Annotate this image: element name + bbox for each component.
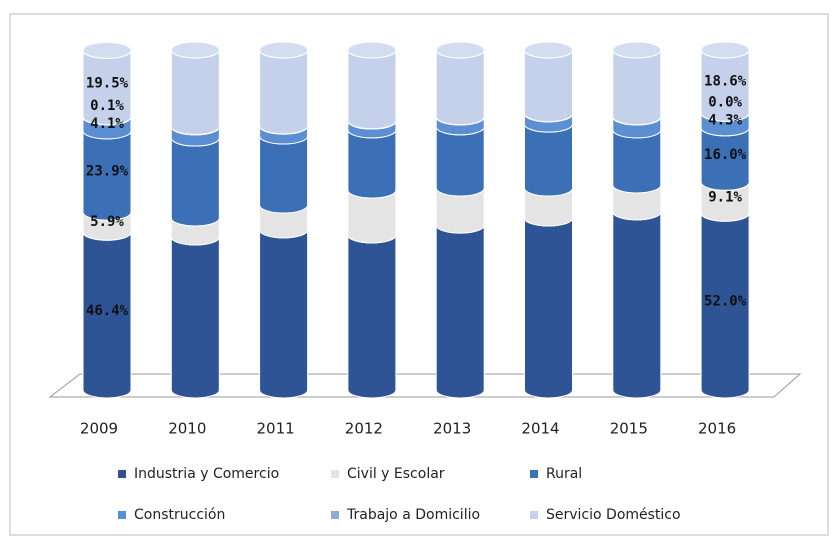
legend-label: Rural	[546, 466, 582, 482]
x-tick-label: 2015	[610, 420, 648, 438]
cylinder-segment	[259, 135, 309, 214]
cylinder-segment	[347, 129, 397, 199]
cylinder-segment	[612, 129, 662, 194]
value-label: 9.1%	[708, 190, 742, 206]
cylinder-top	[435, 41, 485, 59]
legend-swatch	[530, 511, 538, 519]
value-label: 4.3%	[708, 113, 742, 129]
cylinder-segment	[259, 229, 309, 399]
value-label: 0.1%	[90, 98, 124, 114]
cylinder-segment	[524, 49, 573, 123]
value-label: 18.6%	[704, 74, 747, 90]
cylinder-segment	[259, 49, 309, 135]
legend-label: Construcción	[134, 507, 225, 523]
legend-swatch	[118, 470, 126, 478]
cylinder-top	[259, 41, 309, 59]
legend-label: Trabajo a Domicilio	[346, 507, 480, 523]
value-label: 19.5%	[86, 75, 129, 91]
value-label: 4.1%	[90, 116, 124, 132]
cylinder-top	[700, 41, 750, 59]
cylinder-segment	[435, 49, 485, 126]
legend-swatch	[530, 470, 538, 478]
cylinder-segment	[612, 211, 662, 399]
cylinder-segment	[524, 124, 573, 197]
legend-label: Servicio Doméstico	[546, 507, 681, 523]
cylinder-segment	[524, 217, 573, 399]
x-tick-label: 2014	[521, 420, 559, 438]
cylinder-segment	[347, 234, 397, 399]
x-tick-label: 2010	[168, 420, 206, 438]
legend-label: Civil y Escolar	[347, 466, 445, 482]
cylinder-segment	[170, 137, 220, 227]
legend-swatch	[331, 511, 339, 519]
value-label: 52.0%	[704, 294, 747, 310]
legend-swatch	[118, 511, 126, 519]
cylinder-segment	[435, 225, 485, 399]
cylinder-segment	[170, 236, 220, 399]
x-tick-label: 2011	[257, 420, 295, 438]
cylinder-segment	[435, 126, 485, 197]
cylinder-segment	[170, 49, 220, 135]
x-tick-label: 2012	[345, 420, 383, 438]
x-tick-label: 2009	[80, 420, 118, 438]
chart-frame	[9, 13, 829, 536]
value-label: 0.0%	[708, 95, 742, 111]
legend-swatch	[331, 470, 339, 478]
value-label: 16.0%	[704, 147, 747, 163]
cylinder-top	[82, 41, 132, 59]
legend-label: Industria y Comercio	[134, 466, 279, 482]
value-label: 5.9%	[90, 214, 124, 230]
x-tick-label: 2016	[698, 420, 736, 438]
value-label: 46.4%	[86, 303, 129, 319]
cylinder-top	[347, 41, 397, 59]
cylinder-segment	[612, 49, 662, 126]
cylinder-segment	[347, 49, 397, 130]
cylinder-top	[612, 41, 662, 59]
x-tick-label: 2013	[433, 420, 471, 438]
cylinder-top	[524, 41, 573, 59]
cylinder-top	[170, 41, 220, 59]
floor	[48, 373, 802, 398]
value-label: 23.9%	[86, 164, 129, 180]
